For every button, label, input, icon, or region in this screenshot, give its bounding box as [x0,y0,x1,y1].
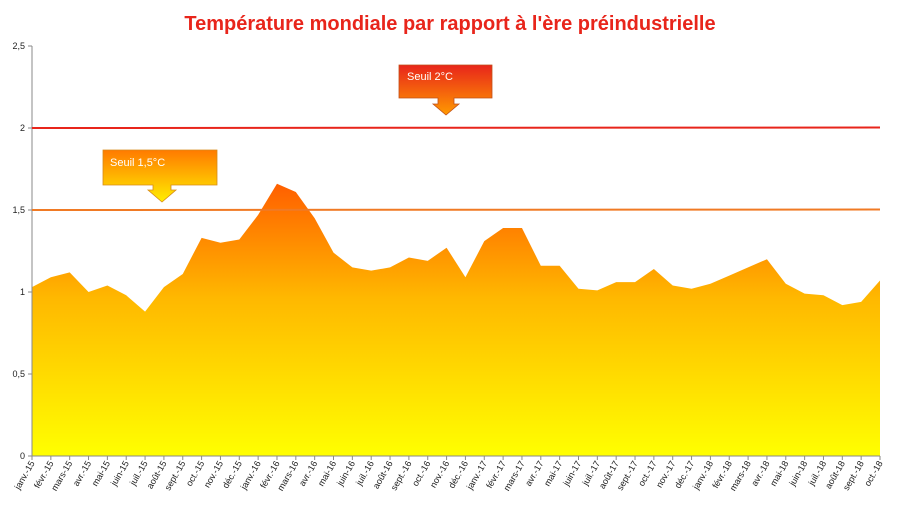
x-tick-label: oct.-18 [862,459,884,488]
x-tick-label: janv.-15 [12,459,37,492]
threshold-1-5-callout-shape [102,149,218,203]
chart-title: Température mondiale par rapport à l'ère… [184,13,715,35]
y-tick-label: 2,5 [12,41,25,51]
y-tick-label: 0,5 [12,369,25,379]
y-tick-label: 1 [20,287,25,297]
threshold-1-5-callout: Seuil 1,5°C [102,149,218,203]
threshold-1-5-label: Seuil 1,5°C [110,157,165,169]
x-tick-label: juin-17 [561,459,584,488]
temperature-area-series [32,183,880,456]
x-tick-label: juin-15 [108,459,131,488]
y-tick-label: 2 [20,123,25,133]
threshold-line [31,208,881,211]
threshold-2-label: Seuil 2°C [407,71,453,83]
y-tick-label: 0 [20,451,25,461]
y-tick-label: 1,5 [12,205,25,215]
x-tick-label: juin-18 [787,459,810,488]
x-tick-label: juin-16 [334,459,357,488]
threshold-2-callout: Seuil 2°C [398,64,493,116]
threshold-line [31,126,881,129]
threshold-2-callout-shape [398,64,493,116]
